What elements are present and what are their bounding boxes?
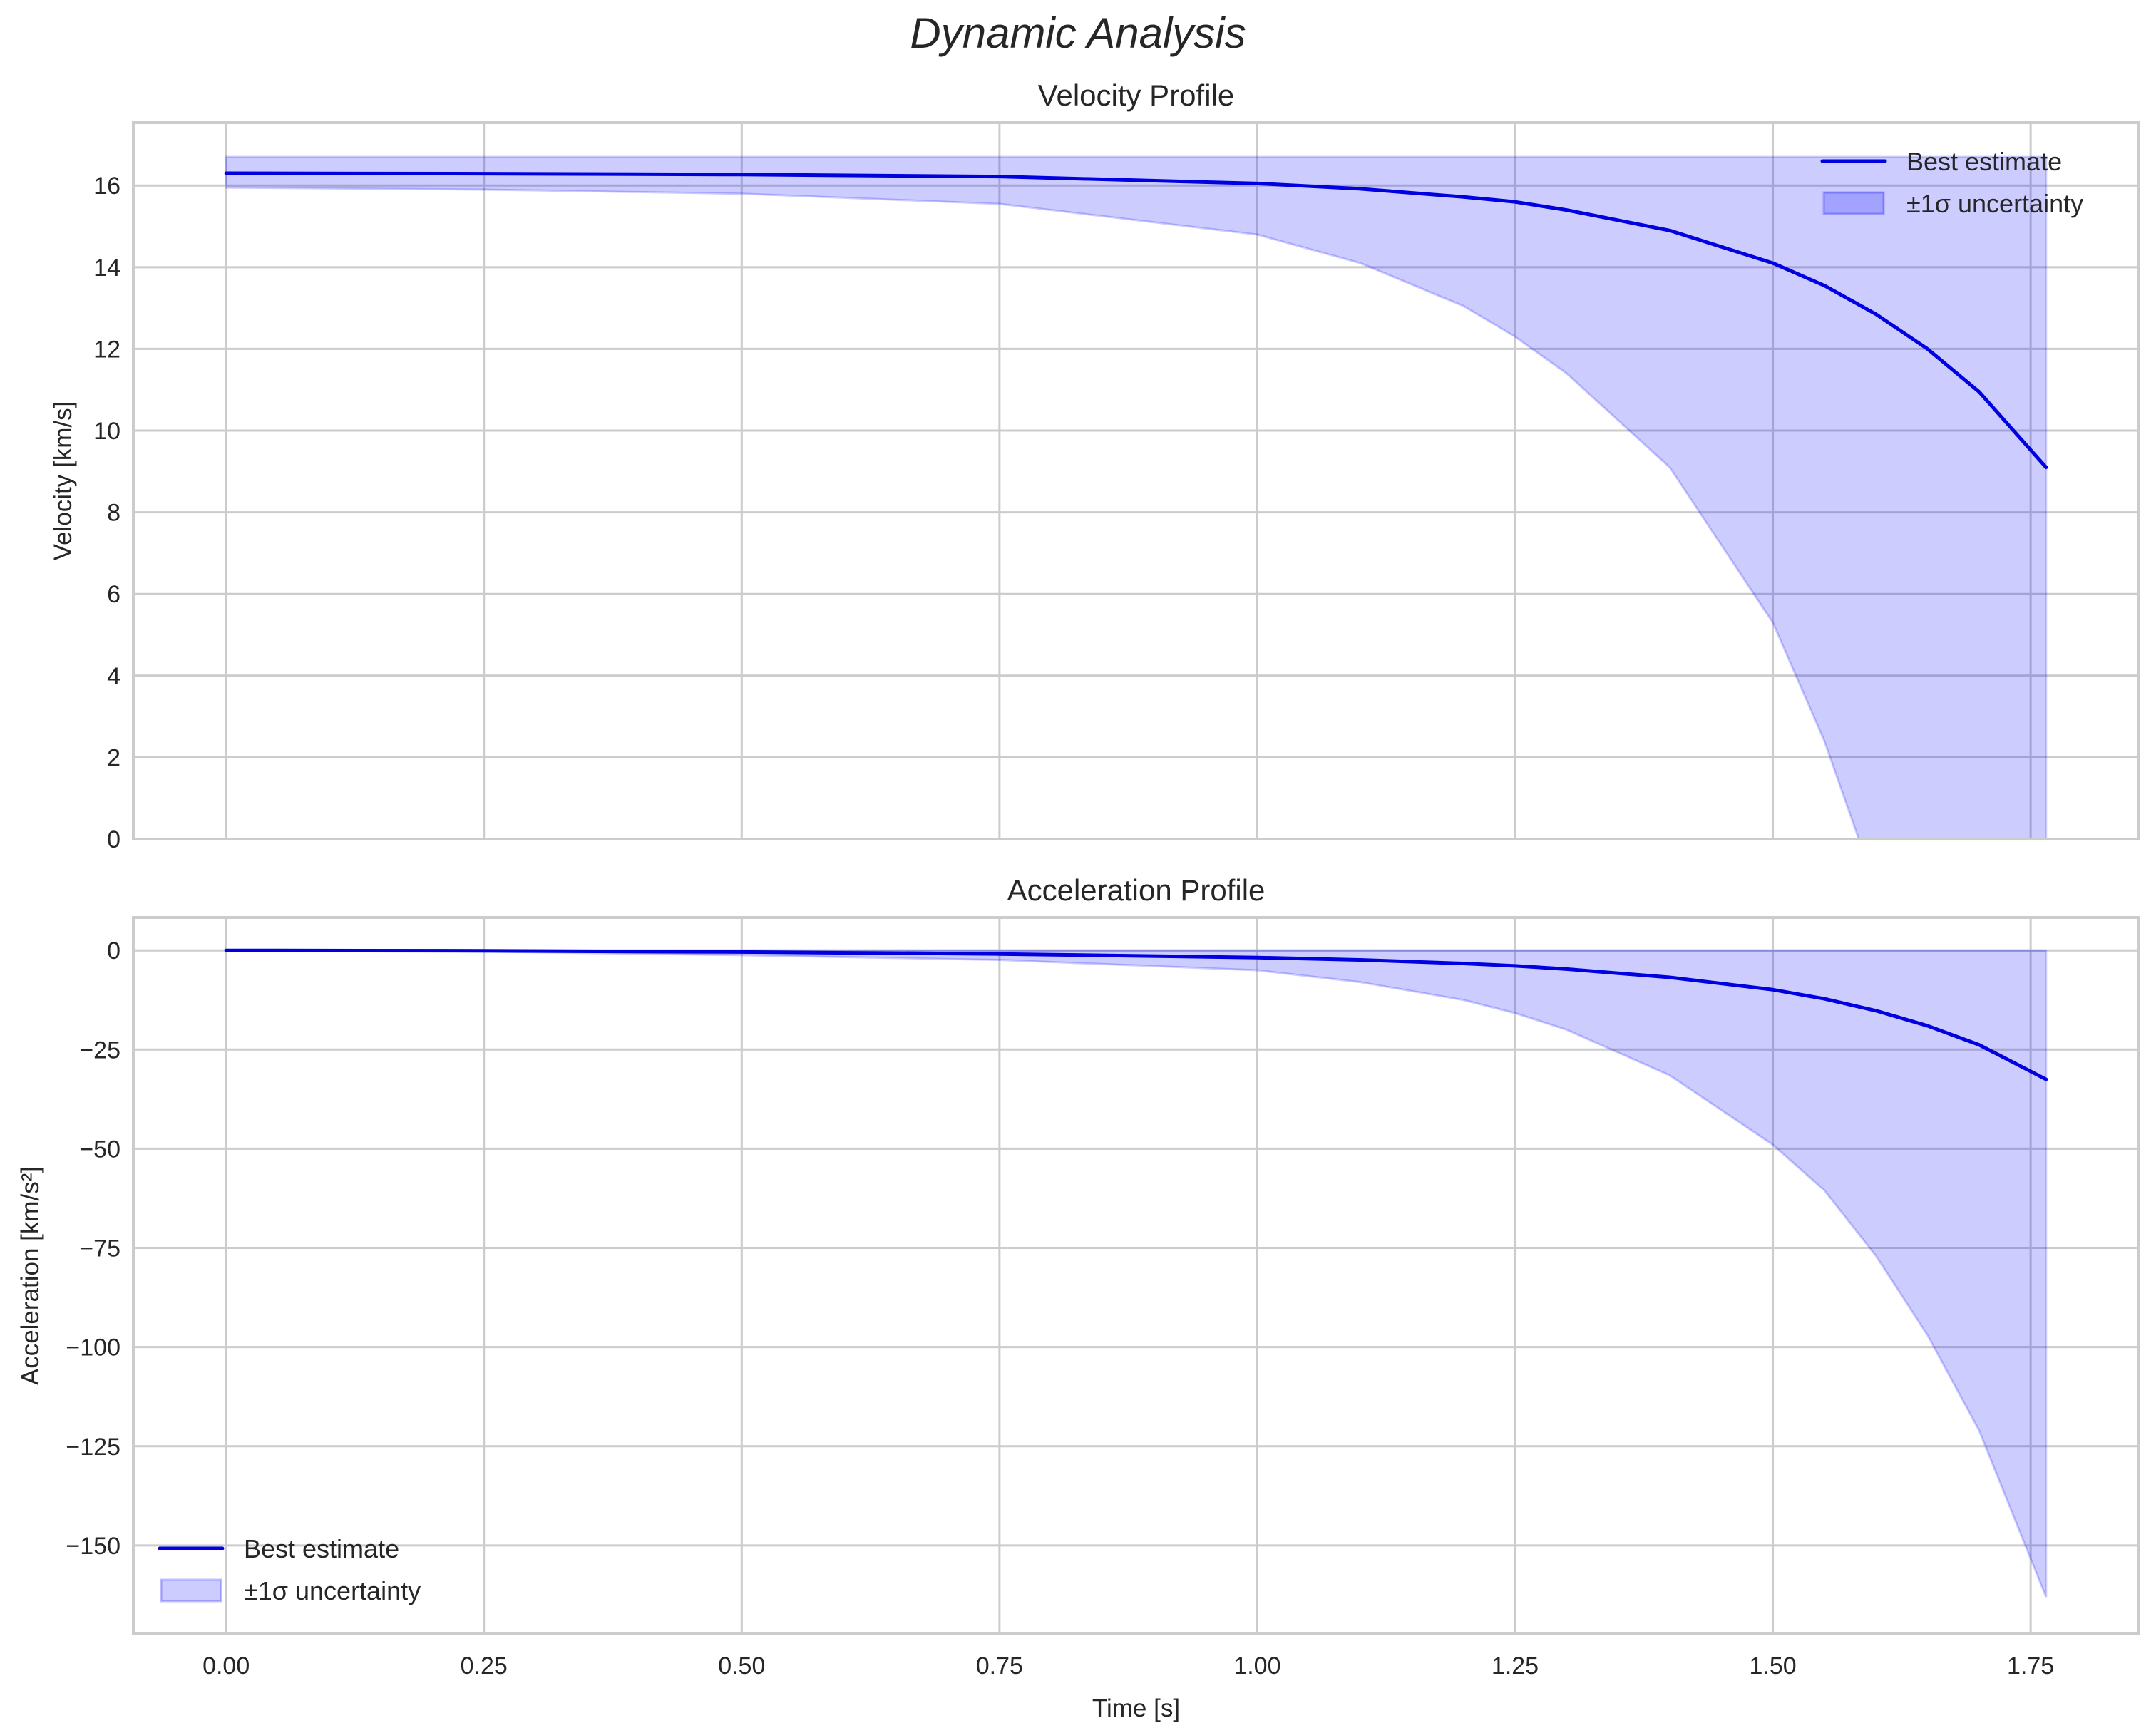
acceleration-ytick-label: −25 (79, 1037, 120, 1064)
velocity-ylabel: Velocity [km/s] (49, 401, 77, 561)
velocity-ytick-label: 6 (107, 581, 120, 608)
acceleration-ytick-label: −150 (66, 1533, 120, 1560)
velocity-ytick-label: 2 (107, 744, 120, 771)
acceleration-panel: 0 −25 −50 −75 −100 −125 −150 0.00 0.25 0.50 0.75 1.… (16, 873, 2140, 1722)
velocity-ytick-label: 4 (107, 663, 120, 690)
acceleration-ytick-label: −125 (66, 1434, 120, 1461)
velocity-uncertainty-band (225, 155, 2048, 839)
velocity-legend: Best estimate ±1σ uncertainty (1820, 147, 2083, 218)
acceleration-ytick-label: −100 (66, 1334, 120, 1362)
acceleration-grid (133, 917, 2139, 1634)
legend-label-uncertainty: ±1σ uncertainty (244, 1576, 421, 1605)
acceleration-panel-title: Acceleration Profile (1007, 873, 1266, 907)
acceleration-xtick-label: 0.75 (976, 1652, 1023, 1680)
velocity-panel: 0 2 4 6 8 10 12 14 16 Velocity Profile Velocity [k… (49, 78, 2140, 853)
velocity-axes-frame (132, 121, 2140, 840)
velocity-ytick-label: 10 (93, 418, 120, 445)
x-axis-label: Time [s] (1092, 1694, 1180, 1722)
velocity-ytick-label: 0 (107, 826, 120, 853)
acceleration-xtick-label: 1.00 (1233, 1652, 1280, 1680)
legend-label-best-estimate: Best estimate (244, 1534, 399, 1563)
legend-band-swatch (1822, 191, 1885, 215)
velocity-ytick-label: 8 (107, 500, 120, 527)
velocity-panel-title: Velocity Profile (1038, 78, 1234, 112)
velocity-ytick-label: 16 (93, 173, 120, 200)
legend-label-uncertainty: ±1σ uncertainty (1906, 189, 2083, 218)
acceleration-xtick-label: 0.50 (718, 1652, 765, 1680)
acceleration-xtick-label: 0.00 (202, 1652, 250, 1680)
legend-band-swatch (160, 1578, 222, 1603)
acceleration-xtick-label: 1.25 (1492, 1652, 1539, 1680)
acceleration-ytick-label: 0 (107, 937, 120, 965)
acceleration-axes-frame (132, 916, 2140, 1635)
acceleration-legend: Best estimate ±1σ uncertainty (158, 1534, 421, 1605)
acceleration-xtick-label: 1.50 (1749, 1652, 1796, 1680)
figure-title: Dynamic Analysis (910, 9, 1246, 57)
acceleration-xtick-label: 1.75 (2007, 1652, 2054, 1680)
acceleration-uncertainty-band (226, 949, 2048, 1598)
acceleration-ytick-label: −75 (79, 1235, 120, 1262)
acceleration-ytick-label: −50 (79, 1136, 120, 1163)
legend-label-best-estimate: Best estimate (1906, 147, 2062, 176)
acceleration-xtick-label: 0.25 (461, 1652, 508, 1680)
acceleration-ylabel: Acceleration [km/s²] (16, 1166, 44, 1385)
velocity-ytick-label: 14 (93, 254, 120, 282)
velocity-best-estimate-line (224, 171, 2048, 470)
velocity-ytick-label: 12 (93, 336, 120, 363)
acceleration-best-estimate-line (224, 948, 2048, 1081)
